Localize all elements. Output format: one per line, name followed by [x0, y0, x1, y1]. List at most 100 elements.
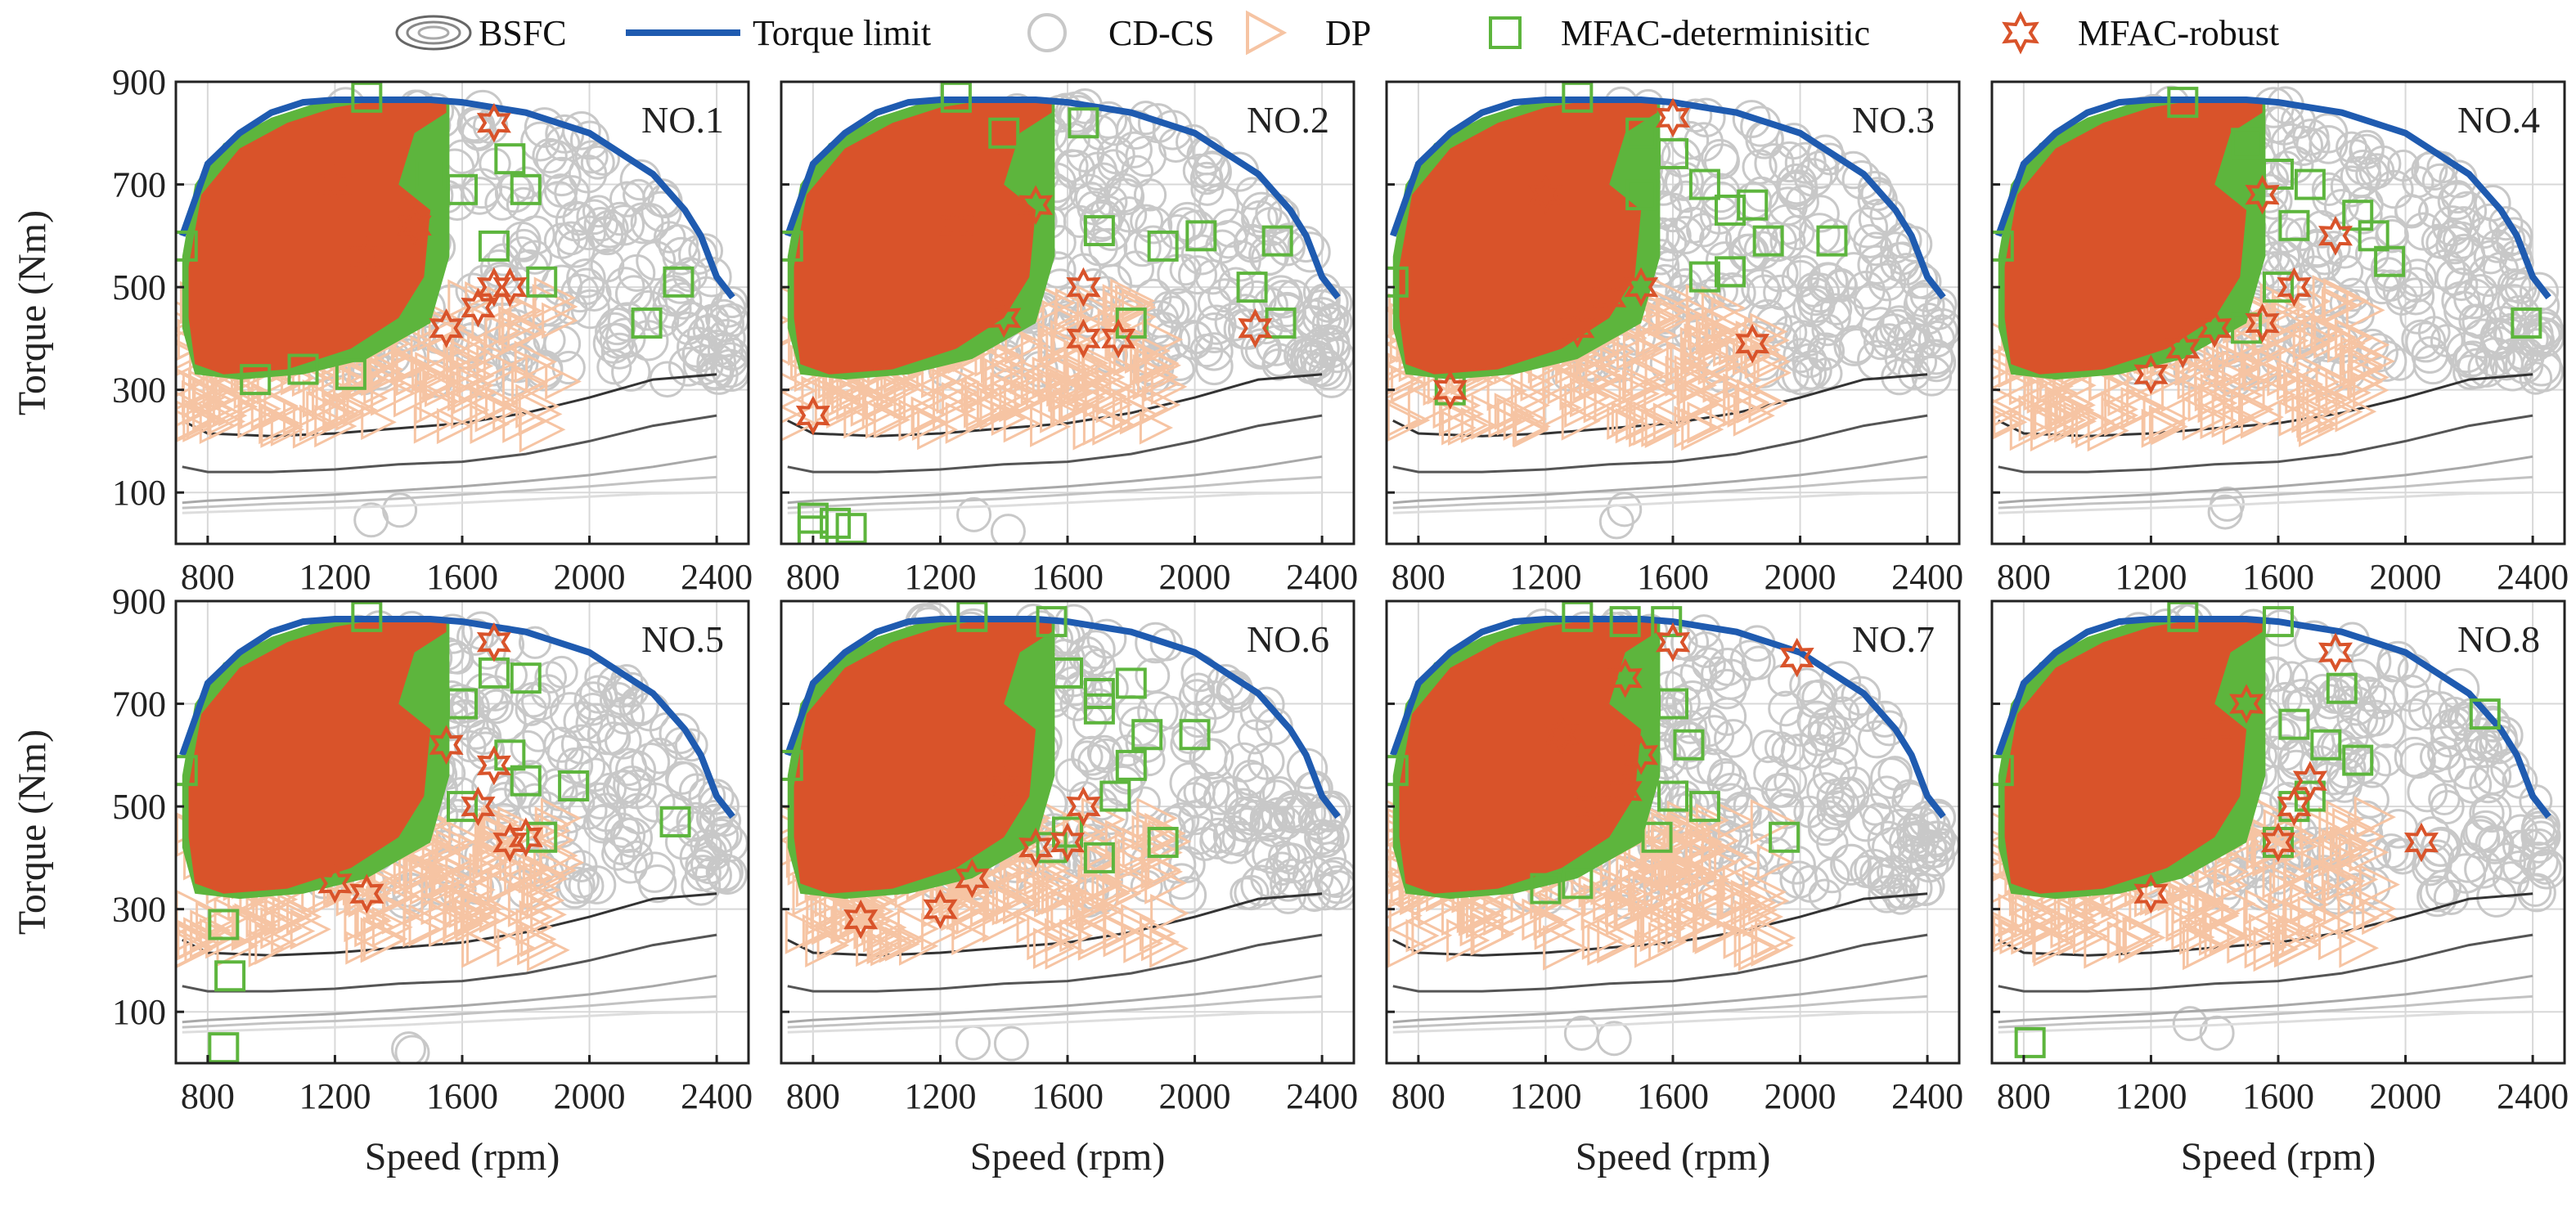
dp-point [1597, 918, 1643, 964]
cdcs-point [2285, 264, 2322, 301]
dp-point [2177, 356, 2222, 400]
dp-point [501, 359, 549, 406]
x-tick-label: 2400 [681, 557, 753, 597]
bsfc-contour [787, 475, 1323, 509]
cdcs-point [605, 267, 645, 307]
dp-point [2318, 388, 2363, 435]
dp-point [1150, 893, 1189, 933]
cdcs-point [564, 745, 606, 787]
dp-point [1678, 896, 1713, 931]
dp-point [2203, 334, 2246, 379]
mfac-rob-point [429, 725, 464, 765]
dp-point [2194, 890, 2241, 937]
cdcs-point [2480, 229, 2515, 263]
cdcs-point [1818, 746, 1858, 786]
dp-point [1670, 343, 1708, 381]
cdcs-point [1769, 141, 1810, 183]
dp-point [2115, 909, 2161, 955]
x-axis-label: Speed (rpm) [1576, 1135, 1771, 1178]
dp-point [2243, 897, 2286, 940]
x-tick-label: 2400 [1891, 557, 1963, 597]
x-tick-label: 800 [181, 557, 235, 597]
dp-point [2071, 400, 2115, 444]
series-mfac-rob [2133, 632, 2439, 914]
mfac-det-point [1261, 225, 1293, 257]
cdcs-point [698, 785, 740, 827]
dp-point [1998, 893, 2043, 938]
cdcs-point [1243, 836, 1279, 871]
dp-point [465, 902, 501, 937]
cdcs-point [1807, 707, 1847, 747]
cdcs-point [668, 347, 708, 387]
mfac-det-point [2511, 307, 2542, 339]
dp-point [2009, 408, 2052, 451]
cdcs-point [543, 726, 580, 763]
cdcs-point [2421, 826, 2462, 867]
x-tick-label: 1200 [1509, 1076, 1581, 1116]
cdcs-point [1080, 228, 1118, 267]
dp-point [1730, 879, 1777, 926]
cdcs-point [1776, 163, 1818, 205]
plot-body [781, 601, 1354, 1062]
dp-point [1607, 405, 1642, 440]
cdcs-point [1146, 312, 1182, 348]
cdcs-point [665, 761, 699, 795]
mfac-det-point [1179, 719, 1211, 751]
cdcs-point [627, 290, 669, 331]
cdcs-point [623, 178, 655, 211]
dp-point [182, 379, 219, 418]
cdcs-point [1841, 676, 1881, 716]
mfac-rob-cloud [1399, 622, 1657, 894]
cdcs-point [2518, 873, 2552, 908]
mfac-det-point [1387, 755, 1409, 787]
dp-point [1123, 922, 1164, 963]
y-tick-label: 900 [112, 581, 166, 622]
dp-point [1581, 918, 1625, 960]
mfac-det-point [1625, 117, 1657, 149]
dp-point [1387, 398, 1431, 442]
dp-point [2129, 887, 2173, 931]
cdcs-point [600, 332, 638, 370]
cdcs-point [2520, 328, 2554, 361]
cdcs-point [574, 140, 609, 174]
dp-point [1681, 408, 1724, 451]
cdcs-point [2349, 129, 2385, 165]
dp-point [1520, 367, 1555, 402]
dp-point [1992, 857, 2016, 882]
cdcs-point [2275, 661, 2309, 694]
cdcs-point [1301, 297, 1342, 337]
mfac-rob-point [476, 745, 511, 786]
cdcs-point [1918, 339, 1954, 375]
dp-point [2054, 400, 2097, 443]
dp-point [784, 909, 829, 954]
dp-point [254, 922, 297, 965]
mfac-rob-point [2165, 329, 2201, 369]
mfac-det-point [1769, 821, 1801, 853]
mfac-det-point [1688, 791, 1720, 823]
cdcs-point [1194, 332, 1234, 371]
series-mfac-det [781, 82, 1297, 544]
mfac-rob-point [1018, 185, 1054, 226]
mfac-det-point [1715, 194, 1746, 226]
mfac-core [787, 97, 1055, 380]
cdcs-point [2327, 757, 2366, 796]
mfac-rob-point [1238, 307, 1273, 348]
series-mfac-det [1387, 82, 1848, 406]
cdcs-point [636, 240, 677, 281]
dp-point [2299, 410, 2336, 447]
dp-point [392, 350, 428, 386]
dp-point [2296, 393, 2341, 438]
dp-point [1136, 356, 1176, 395]
dp-point [1690, 832, 1725, 868]
cdcs-point [2502, 814, 2538, 850]
cdcs-point [596, 349, 632, 385]
dp-point [514, 340, 557, 384]
dp-point [2262, 861, 2300, 900]
mfac-det-point [1715, 256, 1746, 288]
dp-point [511, 366, 550, 405]
dp-point [2312, 275, 2359, 321]
dp-point [2196, 869, 2241, 913]
plot-body [1992, 601, 2565, 1058]
dp-point [1684, 358, 1726, 401]
dp-point [867, 921, 903, 957]
